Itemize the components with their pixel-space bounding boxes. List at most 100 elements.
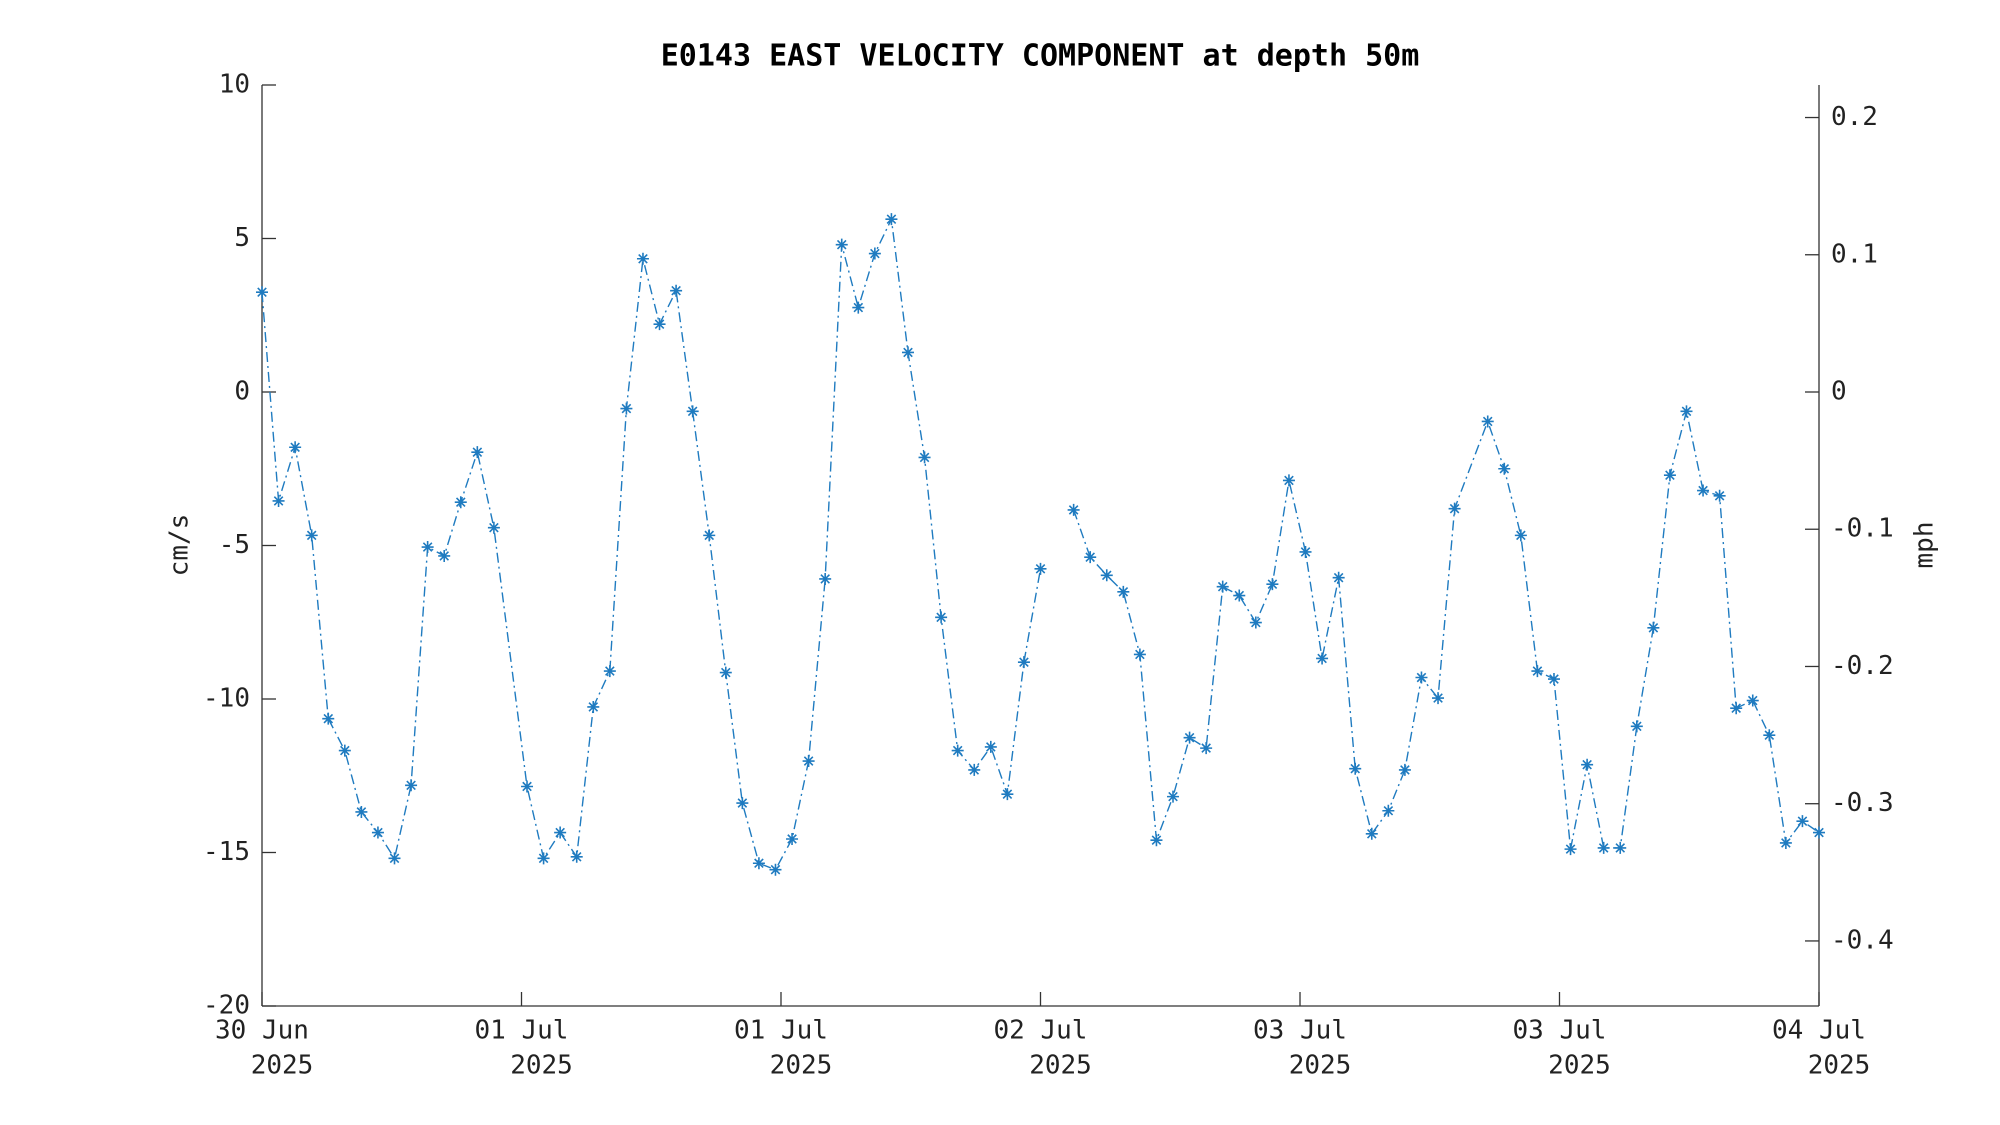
- data-point: [1398, 763, 1411, 776]
- y-tick-label: 10: [219, 70, 250, 100]
- data-point: [719, 666, 732, 679]
- data-point: [322, 712, 335, 725]
- data-point: [736, 797, 749, 810]
- data-point: [1630, 720, 1643, 733]
- x-tick-label: 2025: [1029, 1051, 1092, 1081]
- data-point: [305, 529, 318, 542]
- y2-axis-label: mph: [1910, 522, 1940, 569]
- data-point: [438, 549, 451, 562]
- data-point: [1498, 462, 1511, 475]
- y-tick-label: 0: [234, 377, 250, 407]
- x-tick-label: 03 Jul: [1513, 1016, 1607, 1046]
- data-point: [1183, 731, 1196, 744]
- y2-tick-label: 0: [1831, 377, 1847, 407]
- data-point: [603, 665, 616, 678]
- y-tick-label: -20: [203, 991, 250, 1021]
- data-point: [554, 826, 567, 839]
- data-point: [1382, 804, 1395, 817]
- x-tick-label: 2025: [770, 1051, 833, 1081]
- data-point: [338, 744, 351, 757]
- data-point: [1746, 694, 1759, 707]
- data-point: [620, 402, 633, 415]
- y2-tick-label: 0.1: [1831, 239, 1878, 269]
- data-point: [355, 805, 368, 818]
- x-tick-label: 30 Jun: [215, 1016, 309, 1046]
- data-point: [686, 405, 699, 418]
- data-line: [1072, 411, 1820, 850]
- data-point: [1663, 469, 1676, 482]
- data-point: [819, 572, 832, 585]
- data-point: [835, 238, 848, 251]
- x-tick-label: 2025: [510, 1051, 573, 1081]
- y2-tick-label: 0.2: [1831, 102, 1878, 132]
- y-tick-label: 5: [234, 223, 250, 253]
- data-point: [1249, 616, 1262, 629]
- data-point: [868, 247, 881, 260]
- y2-tick-label: -0.2: [1831, 651, 1894, 681]
- data-point: [1365, 827, 1378, 840]
- data-point: [885, 213, 898, 226]
- data-point: [1730, 702, 1743, 715]
- data-point: [1100, 569, 1113, 582]
- data-point: [471, 446, 484, 459]
- x-tick-label: 02 Jul: [994, 1016, 1088, 1046]
- data-point: [272, 494, 285, 507]
- data-point: [653, 318, 666, 331]
- data-point: [1448, 502, 1461, 515]
- x-tick-label: 01 Jul: [475, 1016, 569, 1046]
- x-tick-label: 01 Jul: [734, 1016, 828, 1046]
- data-point: [703, 529, 716, 542]
- data-point: [1647, 621, 1660, 634]
- data-point: [388, 852, 401, 865]
- data-point: [1796, 815, 1809, 828]
- data-point: [405, 779, 418, 792]
- data-point: [570, 850, 583, 863]
- y2-tick-label: -0.3: [1831, 788, 1894, 818]
- data-point: [1597, 841, 1610, 854]
- data-point: [968, 763, 981, 776]
- data-point: [487, 521, 500, 534]
- data-point: [1282, 474, 1295, 487]
- x-tick-label: 2025: [1808, 1051, 1871, 1081]
- data-point: [1680, 405, 1693, 418]
- y2-tick-label: -0.4: [1831, 925, 1894, 955]
- data-point: [1763, 729, 1776, 742]
- data-point: [1531, 665, 1544, 678]
- data-point: [1200, 742, 1213, 755]
- data-point: [521, 780, 534, 793]
- y-tick-label: -15: [203, 837, 250, 867]
- data-point: [1167, 790, 1180, 803]
- data-point: [256, 286, 268, 299]
- y-tick-label: -10: [203, 684, 250, 714]
- data-point: [1001, 788, 1014, 801]
- x-tick-label: 2025: [1548, 1051, 1611, 1081]
- data-point: [1614, 841, 1627, 854]
- y2-tick-label: -0.1: [1831, 514, 1894, 544]
- data-point: [1084, 551, 1097, 564]
- data-point: [1316, 652, 1329, 665]
- data-point: [1017, 656, 1030, 669]
- data-point: [1233, 589, 1246, 602]
- data-point: [918, 451, 931, 464]
- data-point: [786, 832, 799, 845]
- data-point: [1266, 578, 1279, 591]
- data-point: [1713, 489, 1726, 502]
- data-point: [289, 441, 302, 454]
- x-tick-label: 2025: [1289, 1051, 1352, 1081]
- data-point: [901, 346, 914, 359]
- data-point: [1432, 692, 1445, 705]
- data-point: [1133, 648, 1146, 661]
- data-point: [421, 541, 434, 554]
- data-point: [951, 744, 964, 757]
- data-point: [1697, 484, 1710, 497]
- y-axis-label: cm/s: [165, 514, 195, 577]
- data-point: [984, 740, 997, 753]
- data-point: [852, 301, 865, 314]
- data-point: [670, 284, 683, 297]
- data-point: [1581, 758, 1594, 771]
- data-point: [636, 252, 649, 265]
- data-point: [371, 826, 384, 839]
- data-point: [454, 496, 467, 509]
- data-point: [1117, 585, 1130, 598]
